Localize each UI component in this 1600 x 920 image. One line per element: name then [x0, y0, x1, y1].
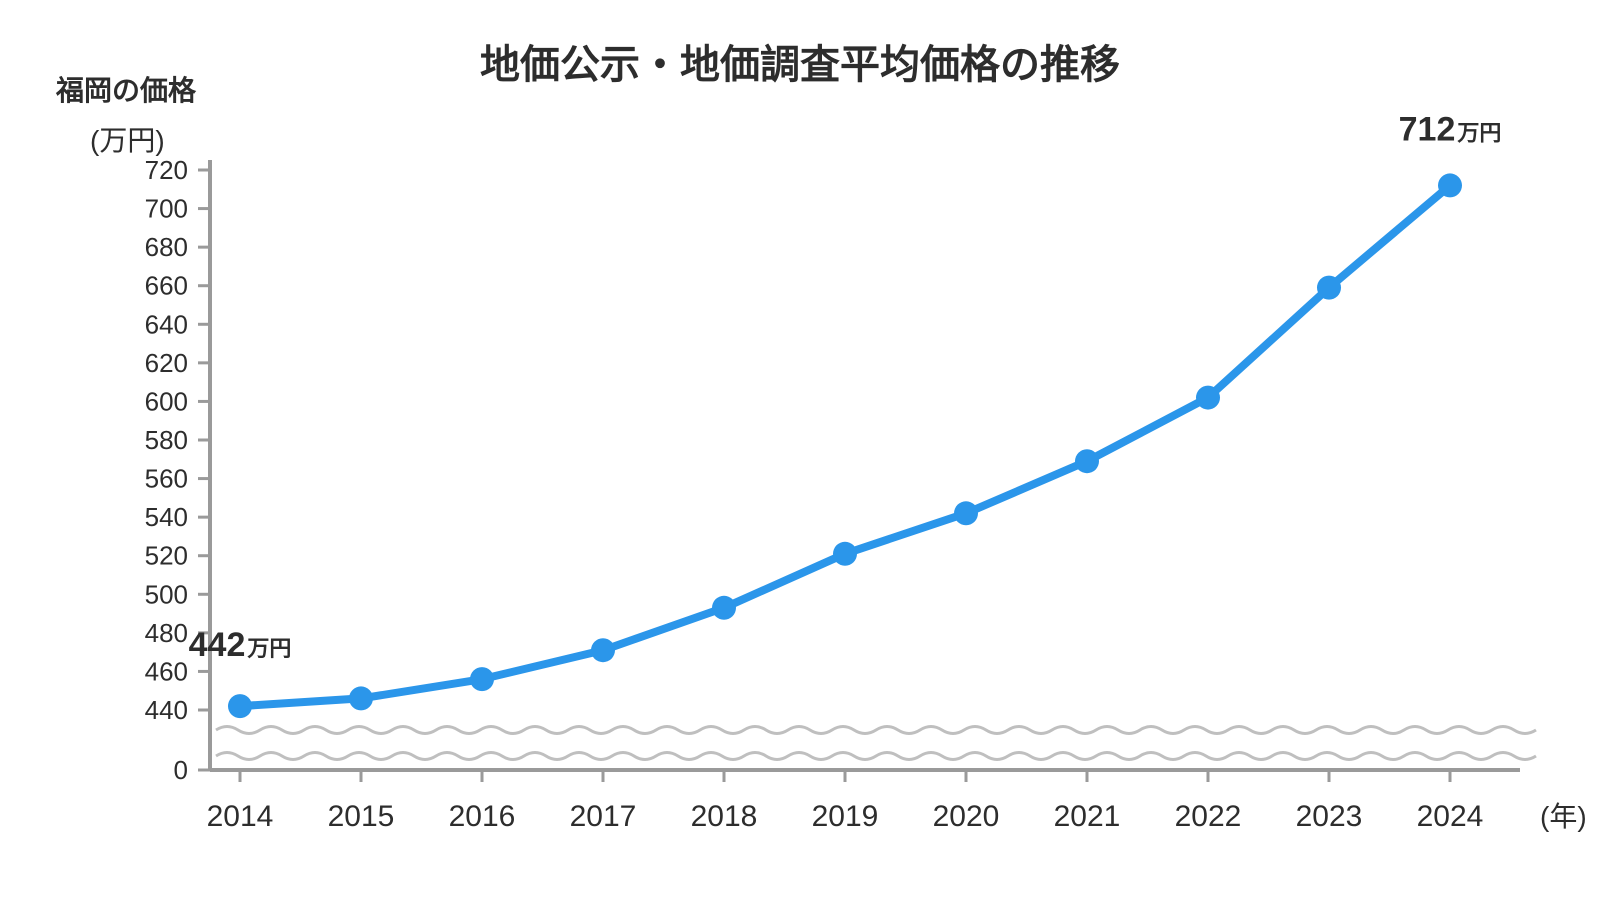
data-point [591, 638, 615, 662]
x-tick-label: 2016 [449, 800, 516, 833]
axis-break-wave [216, 753, 1536, 760]
x-tick-label: 2018 [691, 800, 758, 833]
x-tick-label: 2020 [933, 800, 1000, 833]
data-annotation: 442万円 [189, 626, 292, 664]
x-tick-label: 2021 [1054, 800, 1121, 833]
y-tick-label: 720 [145, 155, 188, 185]
x-tick-label: 2019 [812, 800, 879, 833]
y-axis-title: 福岡の価格 [55, 75, 197, 106]
data-point [954, 501, 978, 525]
y-tick-label: 700 [145, 194, 188, 224]
data-point [1317, 276, 1341, 300]
land-price-chart: 地価公示・地価調査平均価格の推移福岡の価格 (万円) 0 440 460 480 500 52… [0, 0, 1600, 920]
x-tick-label: 2017 [570, 800, 637, 833]
data-point [228, 694, 252, 718]
y-tick-label: 600 [145, 386, 188, 416]
chart-title: 地価公示・地価調査平均価格の推移 [480, 43, 1120, 87]
data-point [833, 542, 857, 566]
data-point [1075, 449, 1099, 473]
x-tick-label: 2014 [207, 800, 274, 833]
y-tick-label: 540 [145, 502, 188, 532]
data-point [1196, 386, 1220, 410]
data-point [712, 596, 736, 620]
chart-svg: 地価公示・地価調査平均価格の推移福岡の価格 (万円) 0 440 460 480 500 52… [0, 0, 1600, 920]
y-tick-label: 580 [145, 425, 188, 455]
data-point [1438, 173, 1462, 197]
data-point [470, 667, 494, 691]
y-tick-label: 500 [145, 579, 188, 609]
x-axis-unit: (年) [1540, 801, 1587, 832]
axis-break-wave [216, 727, 1536, 734]
y-tick-label: 460 [145, 656, 188, 686]
y-tick-label: 520 [145, 541, 188, 571]
y-tick-label: 620 [145, 348, 188, 378]
price-line [240, 185, 1450, 706]
y-tick-label: 660 [145, 271, 188, 301]
y-tick-label: 640 [145, 309, 188, 339]
data-point [349, 686, 373, 710]
y-tick-label: 480 [145, 618, 188, 648]
y-axis-unit: (万円) [90, 125, 165, 156]
x-tick-label: 2015 [328, 800, 395, 833]
y-tick-label: 680 [145, 232, 188, 262]
y-tick-label: 0 [174, 755, 188, 785]
x-tick-label: 2023 [1296, 800, 1363, 833]
x-tick-label: 2024 [1417, 800, 1484, 833]
x-tick-label: 2022 [1175, 800, 1242, 833]
y-tick-label: 440 [145, 695, 188, 725]
y-tick-label: 560 [145, 464, 188, 494]
data-annotation: 712万円 [1399, 110, 1502, 148]
